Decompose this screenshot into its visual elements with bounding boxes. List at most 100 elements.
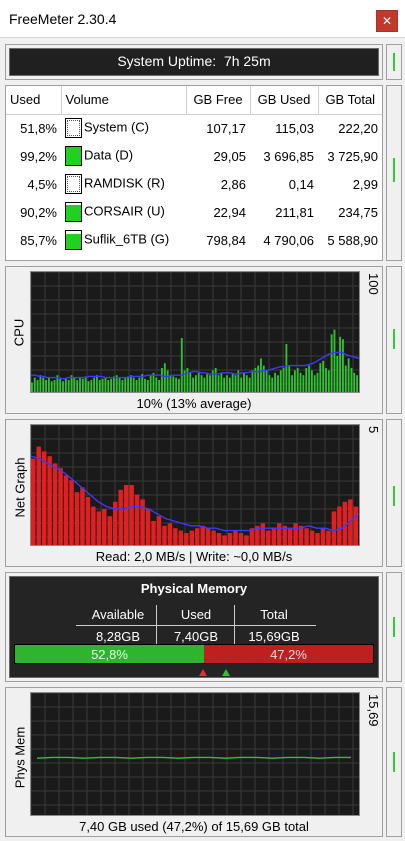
physmem-max-label: 15,69: [366, 694, 381, 727]
volumes-header-row: Used Volume GB Free GB Used GB Total: [6, 86, 382, 115]
graph-bar: [309, 530, 315, 545]
graph-bar: [305, 368, 308, 392]
physmem-chart: [31, 693, 359, 815]
cpu-axis-label: CPU: [11, 318, 27, 347]
graph-bar: [39, 375, 42, 392]
graph-bar: [96, 511, 102, 545]
graph-bar: [107, 516, 112, 545]
memory-available-value: 8,28GB: [95, 629, 141, 644]
graph-bar: [325, 368, 327, 392]
graph-bar: [118, 489, 123, 545]
physmem-caption: 7,40 GB used (47,2%) of 15,69 GB total: [79, 819, 309, 834]
volume-gb-used: 4 790,06: [263, 232, 314, 248]
memory-used-value: 7,40GB: [173, 629, 219, 644]
graph-bar: [135, 380, 138, 392]
graph-bar: [320, 528, 326, 545]
graph-bar: [260, 523, 266, 545]
graph-bar: [107, 380, 110, 392]
col-gb-used[interactable]: GB Used: [250, 86, 319, 115]
volume-gb-total: 5 588,90: [327, 232, 378, 248]
close-button[interactable]: ✕: [376, 10, 398, 32]
volumes-side-meter[interactable]: [386, 85, 402, 261]
net-side-meter[interactable]: [386, 419, 402, 567]
volume-row[interactable]: 99,2% Data (D) 29,05 3 696,85 3 725,90: [6, 142, 382, 170]
graph-bar: [342, 339, 344, 392]
cpu-caption: 10% (13% average): [136, 396, 252, 411]
graph-bar: [308, 365, 310, 392]
graph-bar: [228, 377, 231, 392]
net-chart: [31, 425, 359, 545]
volume-row[interactable]: 51,8% System (C) 107,17 115,03 222,20: [6, 114, 382, 142]
graph-bar: [175, 377, 178, 392]
uptime-panel: System Uptime: 7h 25m: [5, 44, 383, 80]
volume-used-percent: 51,8%: [20, 120, 57, 136]
graph-bar: [96, 375, 98, 392]
col-gb-free[interactable]: GB Free: [186, 86, 251, 115]
graph-bar: [251, 370, 254, 392]
volume-gb-free: 22,94: [213, 204, 246, 220]
graph-bar: [59, 377, 62, 392]
graph-bar: [98, 380, 101, 392]
graph-bar: [205, 528, 211, 545]
volume-gb-used: 3 696,85: [263, 148, 314, 164]
cpu-panel: CPU 100 10% (13% average): [5, 266, 383, 414]
graph-bar: [260, 358, 262, 392]
graph-bar: [282, 525, 287, 545]
graph-bar: [291, 375, 293, 392]
graph-bar: [124, 377, 127, 392]
uptime-display: System Uptime: 7h 25m: [9, 48, 379, 76]
cpu-chart: [31, 272, 359, 392]
volume-row[interactable]: 4,5% RAMDISK (R) 2,86 0,14 2,99: [6, 170, 382, 198]
col-volume[interactable]: Volume: [61, 86, 187, 115]
graph-bar: [33, 377, 36, 392]
col-used[interactable]: Used: [6, 86, 62, 115]
volume-row[interactable]: 90,2% CORSAIR (U) 22,94 211,81 234,75: [6, 198, 382, 226]
uptime-value: 7h 25m: [223, 53, 271, 69]
cpu-graph: [30, 271, 360, 393]
graph-bar: [80, 487, 85, 545]
graph-bar: [41, 451, 47, 545]
graph-bar: [129, 375, 132, 392]
graph-bar: [266, 530, 271, 545]
memory-free-segment: 52,8%: [15, 645, 205, 663]
memory-side-meter[interactable]: [386, 572, 402, 682]
graph-bar: [238, 533, 244, 545]
volume-cell: System (C): [61, 114, 186, 142]
volume-gb-total: 3 725,90: [327, 148, 378, 164]
volume-used-percent: 4,5%: [27, 176, 57, 192]
graph-bar: [326, 530, 331, 545]
physmem-side-meter[interactable]: [386, 687, 402, 837]
graph-bar: [255, 525, 260, 545]
graph-bar: [200, 375, 203, 392]
cpu-side-meter[interactable]: [386, 266, 402, 414]
graph-bar: [299, 372, 302, 392]
graph-bar: [156, 516, 162, 545]
graph-bar: [184, 533, 189, 545]
graph-bar: [304, 528, 309, 545]
memory-total-header: Total: [260, 607, 288, 622]
volume-row[interactable]: 85,7% Suflik_6TB (G) 798,84 4 790,06 5 588,9…: [6, 226, 382, 254]
graph-bar: [87, 381, 90, 392]
graph-bar: [249, 528, 255, 545]
uptime-side-meter[interactable]: [386, 44, 402, 80]
physmem-panel: Phys Mem 15,69 7,40 GB used (47,2%) of 1…: [5, 687, 383, 837]
graph-bar: [254, 368, 257, 392]
graph-bar: [144, 378, 146, 392]
graph-bar: [167, 523, 173, 545]
graph-bar: [67, 380, 70, 392]
physmem-graph: [30, 692, 360, 816]
col-gb-total[interactable]: GB Total: [318, 86, 382, 115]
memory-header-divider: [76, 625, 316, 626]
memory-title: Physical Memory: [140, 581, 248, 596]
graph-bar: [271, 377, 274, 392]
graph-average-line: [31, 455, 359, 532]
graph-bar: [298, 525, 304, 545]
graph-bar: [161, 368, 163, 392]
volume-usage-bar: [65, 174, 82, 194]
graph-bar: [163, 363, 166, 392]
graph-bar: [342, 501, 348, 545]
graph-bar: [237, 370, 240, 392]
volume-name: Data (D): [84, 147, 134, 163]
volume-name: CORSAIR (U): [84, 203, 165, 219]
graph-bar: [155, 377, 158, 392]
